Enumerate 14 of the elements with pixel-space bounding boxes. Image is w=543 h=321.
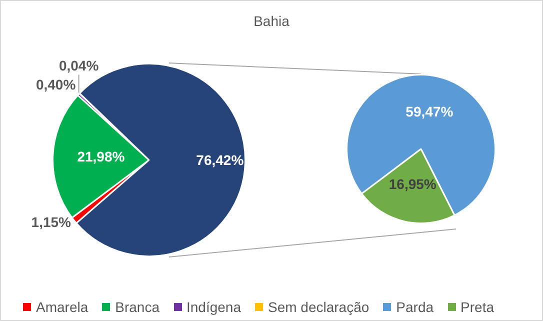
data-label: 0,40% bbox=[36, 76, 76, 92]
legend-label: Amarela bbox=[36, 299, 88, 315]
legend-label: Indígena bbox=[186, 299, 241, 315]
legend-label: Sem declaração bbox=[268, 299, 370, 315]
legend-label: Preta bbox=[460, 299, 494, 315]
data-label: 1,15% bbox=[31, 214, 72, 230]
data-label: 76,42% bbox=[196, 152, 244, 168]
data-label: 59,47% bbox=[406, 104, 454, 120]
data-label: 21,98% bbox=[77, 148, 126, 165]
legend-label: Parda bbox=[396, 299, 434, 315]
data-label: 16,95% bbox=[388, 176, 437, 192]
data-label: 0,04% bbox=[58, 58, 100, 74]
chart-title: Bahia bbox=[252, 13, 290, 29]
legend-label: Branca bbox=[115, 299, 160, 315]
